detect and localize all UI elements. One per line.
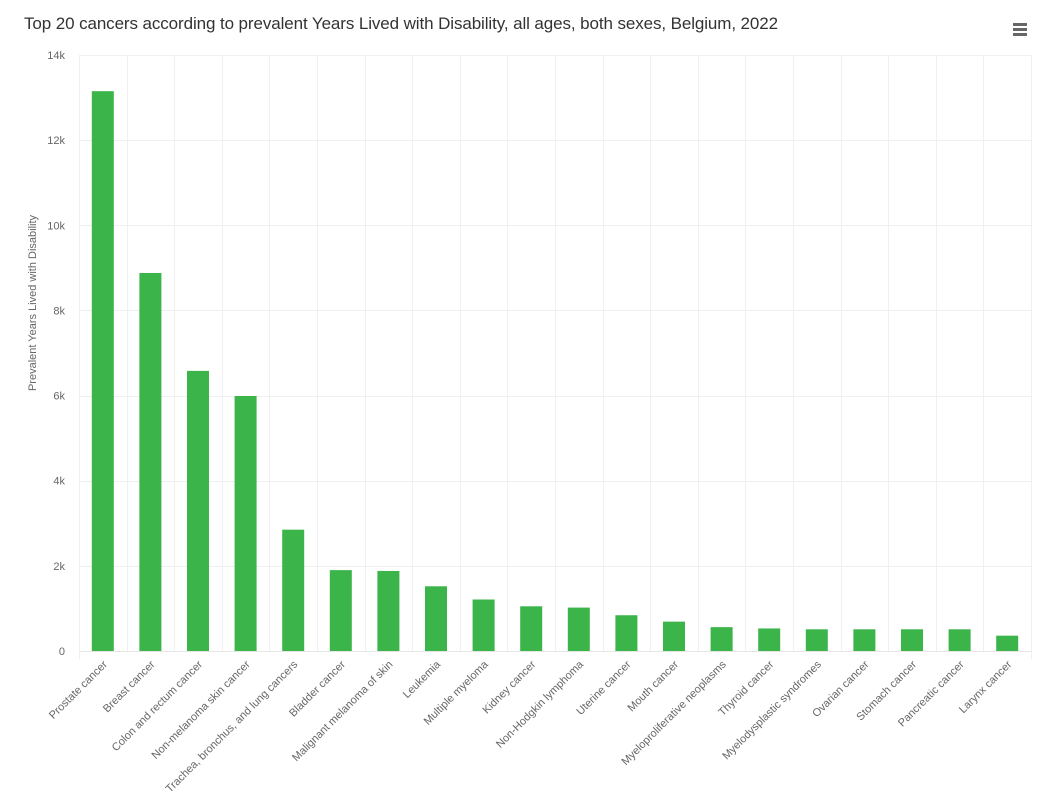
x-tick-label: Colon and rectum cancer	[110, 658, 206, 754]
chart-menu-button[interactable]	[1010, 20, 1030, 38]
bar[interactable]	[520, 606, 543, 651]
bar[interactable]	[901, 629, 923, 651]
bar[interactable]	[234, 396, 257, 651]
bar[interactable]	[139, 272, 162, 651]
bar[interactable]	[615, 615, 638, 651]
bar[interactable]	[472, 599, 495, 651]
bar[interactable]	[996, 635, 1019, 651]
bar[interactable]	[282, 529, 305, 651]
bar[interactable]	[758, 628, 781, 651]
y-tick-label: 12k	[47, 135, 65, 147]
x-tick-label: Myeloproliferative neoplasms	[620, 658, 730, 768]
y-axis-title: Prevalent Years Lived with Disability	[27, 214, 39, 391]
bar[interactable]	[91, 91, 114, 651]
y-tick-label: 2k	[53, 561, 65, 573]
x-tick-label: Myelodysplastic syndromes	[720, 658, 824, 762]
bars	[91, 91, 1019, 651]
bar[interactable]	[187, 370, 209, 651]
bar[interactable]	[710, 627, 733, 651]
y-axis-tick-labels: 0 2k 4k 6k 8k 10k 12k 14k	[47, 50, 65, 658]
y-tick-label: 14k	[47, 50, 65, 62]
y-tick-label: 6k	[53, 391, 65, 403]
bar[interactable]	[948, 629, 971, 651]
bar[interactable]	[567, 607, 590, 651]
x-tick-label: Non-melanoma skin cancer	[150, 658, 253, 761]
y-tick-label: 8k	[53, 305, 65, 317]
bar[interactable]	[425, 586, 447, 651]
bar[interactable]	[329, 570, 352, 651]
x-tick-label: Leukemia	[401, 658, 444, 701]
y-tick-label: 0	[59, 646, 65, 658]
bar[interactable]	[663, 621, 685, 651]
x-tick-label: Prostate cancer	[47, 658, 110, 721]
bar[interactable]	[805, 629, 828, 651]
x-tick-label: Non-Hodgkin lymphoma	[494, 658, 587, 751]
hamburger-menu-icon	[1013, 23, 1027, 26]
y-tick-label: 10k	[47, 220, 65, 232]
y-tick-label: 4k	[53, 476, 65, 488]
chart-title: Top 20 cancers according to prevalent Ye…	[24, 14, 778, 33]
x-tick-label: Malignant melanoma of skin	[290, 659, 395, 764]
bar[interactable]	[853, 629, 876, 651]
grid-lines	[79, 55, 1032, 659]
bar[interactable]	[377, 570, 400, 651]
